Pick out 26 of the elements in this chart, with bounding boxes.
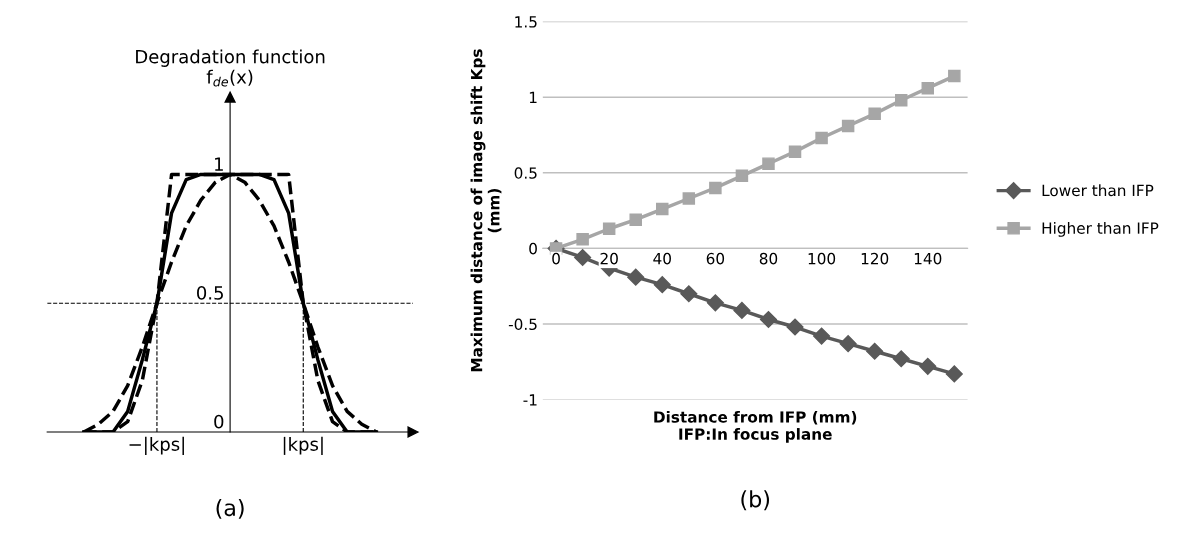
legend-label: Higher than IFP <box>1042 222 1159 237</box>
y-tick-label: -1 <box>523 394 537 406</box>
y-tick-label: 1 <box>529 91 537 103</box>
text: (a) <box>216 498 244 519</box>
y-tick-label: -0.5 <box>508 318 537 331</box>
y-tick-label: 1.5 <box>515 16 537 28</box>
x-tick-label: 80 <box>759 252 778 265</box>
x-tick-label: 140 <box>914 252 942 265</box>
x-axis-title: Distance from IFP (mm) IFP:In focus plane <box>654 410 857 443</box>
y-tick-label: 1 <box>215 157 223 171</box>
x-tick-label: 20 <box>600 252 618 265</box>
x-tick-label: 120 <box>861 252 889 265</box>
x-tick-label: 60 <box>706 252 725 265</box>
y-tick-label: 0 <box>214 414 224 429</box>
x-tick-label: 0 <box>552 252 560 265</box>
y-tick-label: 0.5 <box>197 286 223 300</box>
y-axis-title: Maximum distance of image shift Kps (mm) <box>470 49 502 372</box>
x-tick-label: 40 <box>653 252 671 265</box>
y-axis-title: Degradation function f$_{de}$(x) <box>136 49 325 87</box>
legend-label: Lower than IFP <box>1042 184 1154 197</box>
x-tick-label: |kps| <box>283 436 323 455</box>
x-tick-label: −|kps| <box>129 436 184 455</box>
y-tick-label: 0 <box>529 242 537 255</box>
x-tick-label: 100 <box>808 252 836 265</box>
text: (b) <box>741 490 770 511</box>
y-tick-label: 0.5 <box>514 167 537 179</box>
